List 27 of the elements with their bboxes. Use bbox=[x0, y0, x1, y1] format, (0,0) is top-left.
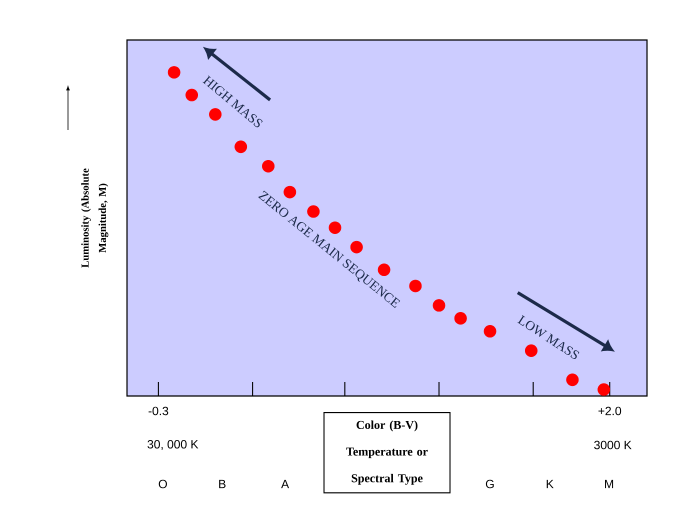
point bbox=[350, 240, 363, 254]
text: Color (B-V) Temperature or Spectral Type bbox=[346, 420, 428, 485]
point bbox=[185, 88, 198, 102]
point bbox=[524, 344, 538, 357]
text: B bbox=[219, 480, 226, 488]
text: K bbox=[546, 480, 554, 488]
x-tick-label: -0.3 bbox=[148, 406, 168, 416]
point bbox=[262, 160, 275, 172]
text: M bbox=[605, 480, 614, 488]
point bbox=[409, 280, 422, 292]
text: O bbox=[158, 480, 167, 488]
point bbox=[484, 325, 496, 338]
point bbox=[432, 299, 446, 312]
point bbox=[168, 66, 180, 79]
x-tick-label: +2.0 bbox=[598, 406, 622, 416]
text: 3000 K bbox=[594, 440, 632, 450]
text: G bbox=[486, 480, 494, 488]
point bbox=[307, 205, 320, 218]
text: 30, 000 K bbox=[148, 440, 198, 450]
point bbox=[234, 140, 248, 154]
point bbox=[209, 108, 222, 121]
y-axis-title: Luminosity (Absolute Magnitude, M) bbox=[81, 168, 108, 268]
point bbox=[598, 383, 610, 396]
text: A bbox=[281, 480, 290, 488]
point bbox=[566, 374, 579, 386]
point bbox=[454, 312, 467, 325]
point bbox=[328, 221, 342, 234]
